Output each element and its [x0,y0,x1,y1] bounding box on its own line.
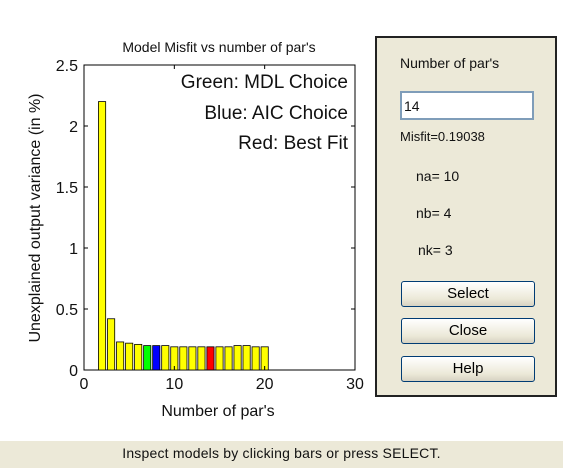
y-tick-label: 2 [69,119,78,136]
number-of-pars-label: Number of par's [400,55,500,71]
bar-16[interactable] [224,346,233,371]
nk-value: nk= 3 [418,242,453,258]
bar-5[interactable] [125,342,134,371]
select-button[interactable]: Select [401,281,535,307]
help-button[interactable]: Help [401,356,535,382]
chart-title: Model Misfit vs number of par's [122,39,315,55]
annotation-best-fit: Red: Best Fit [238,133,349,154]
bar-17[interactable] [233,345,242,371]
x-tick-label: 30 [346,376,364,393]
y-axis-label: Unexplained output variance (in %) [27,93,44,342]
annotation-aic: Blue: AIC Choice [204,103,348,124]
y-tick-label: 2.5 [56,58,78,75]
bar-11[interactable] [179,346,188,371]
misfit-bar-chart: Model Misfit vs number of par's 0 10 20 300… [27,39,364,420]
close-button[interactable]: Close [401,318,535,344]
misfit-value: Misfit=0.19038 [400,129,485,144]
na-value: na= 10 [416,168,460,184]
bar-6[interactable] [134,343,143,371]
bar-12[interactable] [188,346,197,371]
y-tick-label: 1.5 [56,180,78,197]
x-tick-label: 20 [256,376,274,393]
bar-14[interactable] [206,346,215,371]
nb-value: nb= 4 [416,205,452,221]
bar-18[interactable] [242,345,251,371]
x-axis-label: Number of par's [161,403,274,420]
annotation-mdl: Green: MDL Choice [181,72,348,93]
x-tick-label: 10 [165,376,183,393]
bar-15[interactable] [215,346,224,371]
number-of-pars-input[interactable] [400,91,534,120]
bar-8[interactable] [152,345,161,371]
bar-7[interactable] [143,345,152,371]
status-bar: Inspect models by clicking bars or press… [0,441,563,468]
bar-13[interactable] [197,346,206,371]
bar-4[interactable] [116,341,125,371]
plot-area [83,64,356,371]
model-selection-panel: Number of par's Misfit=0.19038 na= 10 nb… [375,36,557,397]
bar-3[interactable] [107,318,116,371]
x-tick-label: 0 [80,376,89,393]
y-tick-label: 1 [69,241,78,258]
bar-2[interactable] [98,101,107,371]
y-tick-label: 0.5 [56,302,78,319]
bar-19[interactable] [251,346,260,371]
bar-9[interactable] [161,345,170,371]
y-tick-label: 0 [69,363,78,380]
